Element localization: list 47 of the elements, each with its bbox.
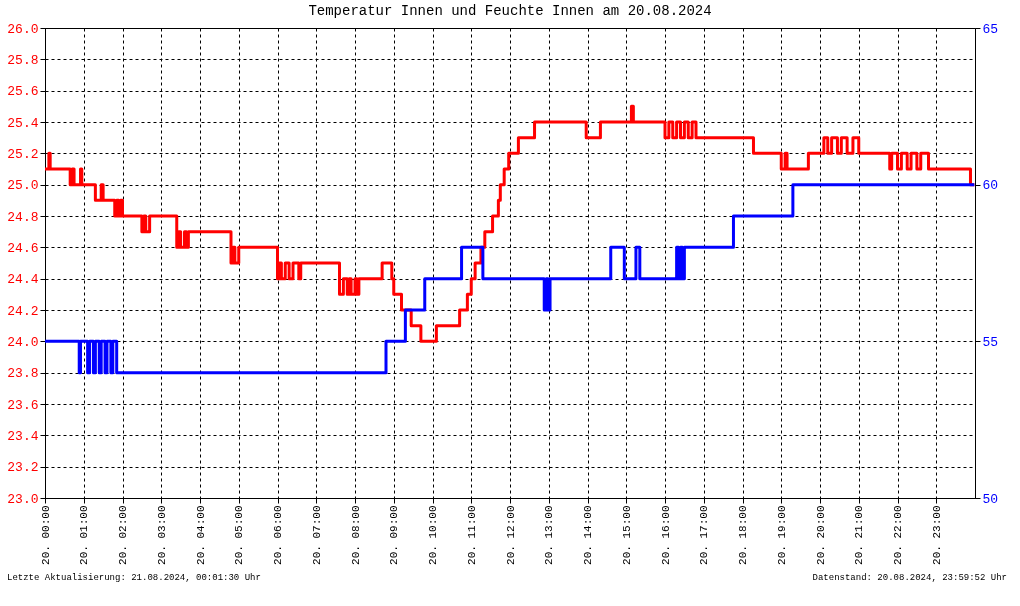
x-tick-label: 20. 17:00 bbox=[698, 505, 711, 565]
text: Datenstand: 20.08.2024, 23:59:52 Uhr bbox=[812, 573, 1007, 583]
chart-title: Temperatur Innen und Feuchte Innen am 20.08.2024 bbox=[308, 3, 712, 19]
x-tick-label: 20. 01:00 bbox=[78, 505, 91, 565]
x-tick-label: 20. 22:00 bbox=[892, 505, 904, 565]
x-tick-label: 20. 11:00 bbox=[465, 505, 478, 565]
x-tick-label: 20. 05:00 bbox=[233, 505, 246, 565]
y-tick-label: 23.2 bbox=[7, 460, 39, 476]
y-tick-label: 24.8 bbox=[7, 209, 39, 225]
y-tick-label: 25.4 bbox=[7, 115, 39, 131]
x-tick-label: 20. 16:00 bbox=[659, 505, 672, 565]
x-tick-label: 20. 09:00 bbox=[388, 505, 401, 565]
text: Letzte Aktualisierung: 21.08.2024, 00:01:30 Uhr bbox=[7, 573, 261, 583]
x-tick-label: 20. 12:00 bbox=[504, 505, 517, 565]
y2-tick-label: 65 bbox=[982, 21, 999, 37]
y-tick-label: 26.0 bbox=[7, 21, 39, 37]
x-tick-label: 20. 03:00 bbox=[155, 505, 168, 565]
x-tick-label: 20. 21:00 bbox=[853, 505, 866, 565]
x-tick-label: 20. 10:00 bbox=[427, 505, 439, 565]
x-tick-label: 20. 02:00 bbox=[117, 505, 129, 565]
y-tick-label: 25.0 bbox=[7, 178, 39, 194]
x-tick-label: 20. 08:00 bbox=[349, 505, 362, 565]
x-tick-label: 20. 04:00 bbox=[194, 505, 207, 565]
x-tick-label: 20. 15:00 bbox=[620, 505, 633, 565]
y-tick-label: 25.6 bbox=[7, 84, 39, 100]
x-tick-label: 20. 00:00 bbox=[39, 505, 52, 565]
y-tick-label: 24.2 bbox=[7, 303, 39, 319]
y-tick-label: 24.4 bbox=[7, 272, 39, 288]
y2-tick-label: 55 bbox=[982, 334, 999, 350]
y2-tick-label: 60 bbox=[982, 178, 999, 194]
x-tick-label: 20. 18:00 bbox=[737, 505, 749, 565]
y-tick-label: 25.8 bbox=[7, 52, 39, 68]
y2-tick-label: 50 bbox=[982, 491, 999, 507]
y-tick-label: 24.0 bbox=[7, 334, 39, 350]
x-tick-label: 20. 13:00 bbox=[543, 505, 556, 565]
x-tick-label: 20. 20:00 bbox=[814, 505, 827, 565]
y-tick-label: 25.2 bbox=[7, 146, 39, 162]
y-tick-label: 23.0 bbox=[7, 491, 39, 507]
y-tick-label: 23.6 bbox=[7, 397, 39, 413]
x-tick-label: 20. 14:00 bbox=[582, 505, 594, 565]
x-tick-label: 20. 19:00 bbox=[775, 505, 788, 565]
y-tick-label: 23.4 bbox=[7, 428, 39, 444]
x-tick-label: 20. 23:00 bbox=[930, 505, 943, 565]
x-tick-label: 20. 06:00 bbox=[272, 505, 284, 565]
y-tick-label: 24.6 bbox=[7, 240, 39, 256]
y-tick-label: 23.8 bbox=[7, 366, 39, 382]
x-tick-label: 20. 07:00 bbox=[310, 505, 323, 565]
